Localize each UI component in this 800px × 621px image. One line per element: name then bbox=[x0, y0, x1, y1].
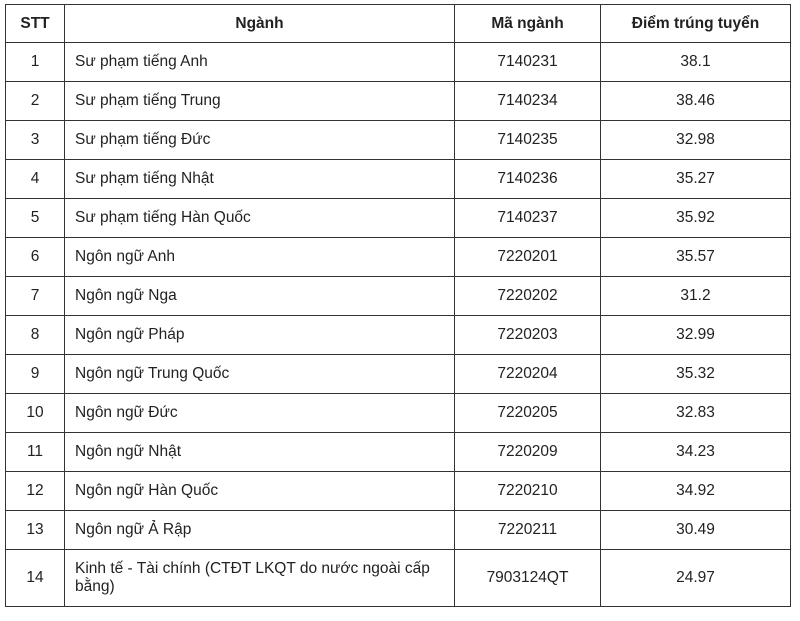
major-cell: Ngôn ngữ Trung Quốc bbox=[64, 354, 455, 394]
stt-cell: 5 bbox=[5, 198, 65, 238]
score-cell: 35.92 bbox=[600, 198, 791, 238]
table-row: 8 Ngôn ngữ Pháp 7220203 32.99 bbox=[5, 315, 791, 355]
major-cell: Ngôn ngữ Pháp bbox=[64, 315, 455, 355]
major-cell: Sư phạm tiếng Trung bbox=[64, 81, 455, 121]
header-stt: STT bbox=[5, 4, 65, 43]
code-cell: 7140234 bbox=[454, 81, 601, 121]
table-row: 10 Ngôn ngữ Đức 7220205 32.83 bbox=[5, 393, 791, 433]
score-cell: 35.27 bbox=[600, 159, 791, 199]
stt-cell: 8 bbox=[5, 315, 65, 355]
table-row: 14 Kinh tế - Tài chính (CTĐT LKQT do nước… bbox=[5, 549, 791, 607]
code-cell: 7220204 bbox=[454, 354, 601, 394]
table-row: 12 Ngôn ngữ Hàn Quốc 7220210 34.92 bbox=[5, 471, 791, 511]
score-cell: 34.92 bbox=[600, 471, 791, 511]
table-row: 4 Sư phạm tiếng Nhật 7140236 35.27 bbox=[5, 159, 791, 199]
stt-cell: 3 bbox=[5, 120, 65, 160]
score-cell: 35.57 bbox=[600, 237, 791, 277]
score-cell: 35.32 bbox=[600, 354, 791, 394]
code-cell: 7220209 bbox=[454, 432, 601, 472]
stt-cell: 4 bbox=[5, 159, 65, 199]
code-cell: 7220201 bbox=[454, 237, 601, 277]
header-row: STT Ngành Mã ngành Điểm trúng tuyển bbox=[5, 4, 791, 43]
code-cell: 7140236 bbox=[454, 159, 601, 199]
table-row: 5 Sư phạm tiếng Hàn Quốc 7140237 35.92 bbox=[5, 198, 791, 238]
major-cell: Ngôn ngữ Ả Rập bbox=[64, 510, 455, 550]
stt-cell: 14 bbox=[5, 549, 65, 607]
score-cell: 24.97 bbox=[600, 549, 791, 607]
table-row: 7 Ngôn ngữ Nga 7220202 31.2 bbox=[5, 276, 791, 316]
major-cell: Ngôn ngữ Anh bbox=[64, 237, 455, 277]
score-cell: 30.49 bbox=[600, 510, 791, 550]
score-cell: 38.46 bbox=[600, 81, 791, 121]
major-cell: Sư phạm tiếng Nhật bbox=[64, 159, 455, 199]
major-cell: Ngôn ngữ Nhật bbox=[64, 432, 455, 472]
table-row: 11 Ngôn ngữ Nhật 7220209 34.23 bbox=[5, 432, 791, 472]
stt-cell: 10 bbox=[5, 393, 65, 433]
stt-cell: 9 bbox=[5, 354, 65, 394]
score-cell: 32.83 bbox=[600, 393, 791, 433]
stt-cell: 6 bbox=[5, 237, 65, 277]
code-cell: 7220202 bbox=[454, 276, 601, 316]
admission-scores-table: STT Ngành Mã ngành Điểm trúng tuyển 1 Sư … bbox=[5, 4, 791, 607]
stt-cell: 12 bbox=[5, 471, 65, 511]
code-cell: 7140235 bbox=[454, 120, 601, 160]
major-cell: Sư phạm tiếng Anh bbox=[64, 42, 455, 82]
major-cell: Sư phạm tiếng Hàn Quốc bbox=[64, 198, 455, 238]
code-cell: 7220205 bbox=[454, 393, 601, 433]
table-row: 2 Sư phạm tiếng Trung 7140234 38.46 bbox=[5, 81, 791, 121]
score-cell: 34.23 bbox=[600, 432, 791, 472]
code-cell: 7140231 bbox=[454, 42, 601, 82]
header-major: Ngành bbox=[64, 4, 455, 43]
stt-cell: 11 bbox=[5, 432, 65, 472]
score-cell: 38.1 bbox=[600, 42, 791, 82]
table-row: 3 Sư phạm tiếng Đức 7140235 32.98 bbox=[5, 120, 791, 160]
major-cell: Kinh tế - Tài chính (CTĐT LKQT do nước n… bbox=[64, 549, 455, 607]
stt-cell: 13 bbox=[5, 510, 65, 550]
header-code: Mã ngành bbox=[454, 4, 601, 43]
code-cell: 7220203 bbox=[454, 315, 601, 355]
major-cell: Ngôn ngữ Hàn Quốc bbox=[64, 471, 455, 511]
major-cell: Sư phạm tiếng Đức bbox=[64, 120, 455, 160]
code-cell: 7903124QT bbox=[454, 549, 601, 607]
stt-cell: 1 bbox=[5, 42, 65, 82]
stt-cell: 7 bbox=[5, 276, 65, 316]
score-cell: 32.99 bbox=[600, 315, 791, 355]
score-cell: 31.2 bbox=[600, 276, 791, 316]
code-cell: 7220211 bbox=[454, 510, 601, 550]
code-cell: 7140237 bbox=[454, 198, 601, 238]
score-cell: 32.98 bbox=[600, 120, 791, 160]
table-row: 13 Ngôn ngữ Ả Rập 7220211 30.49 bbox=[5, 510, 791, 550]
table-row: 1 Sư phạm tiếng Anh 7140231 38.1 bbox=[5, 42, 791, 82]
table-row: 6 Ngôn ngữ Anh 7220201 35.57 bbox=[5, 237, 791, 277]
code-cell: 7220210 bbox=[454, 471, 601, 511]
major-cell: Ngôn ngữ Nga bbox=[64, 276, 455, 316]
table-row: 9 Ngôn ngữ Trung Quốc 7220204 35.32 bbox=[5, 354, 791, 394]
major-cell: Ngôn ngữ Đức bbox=[64, 393, 455, 433]
stt-cell: 2 bbox=[5, 81, 65, 121]
header-score: Điểm trúng tuyển bbox=[600, 4, 791, 43]
